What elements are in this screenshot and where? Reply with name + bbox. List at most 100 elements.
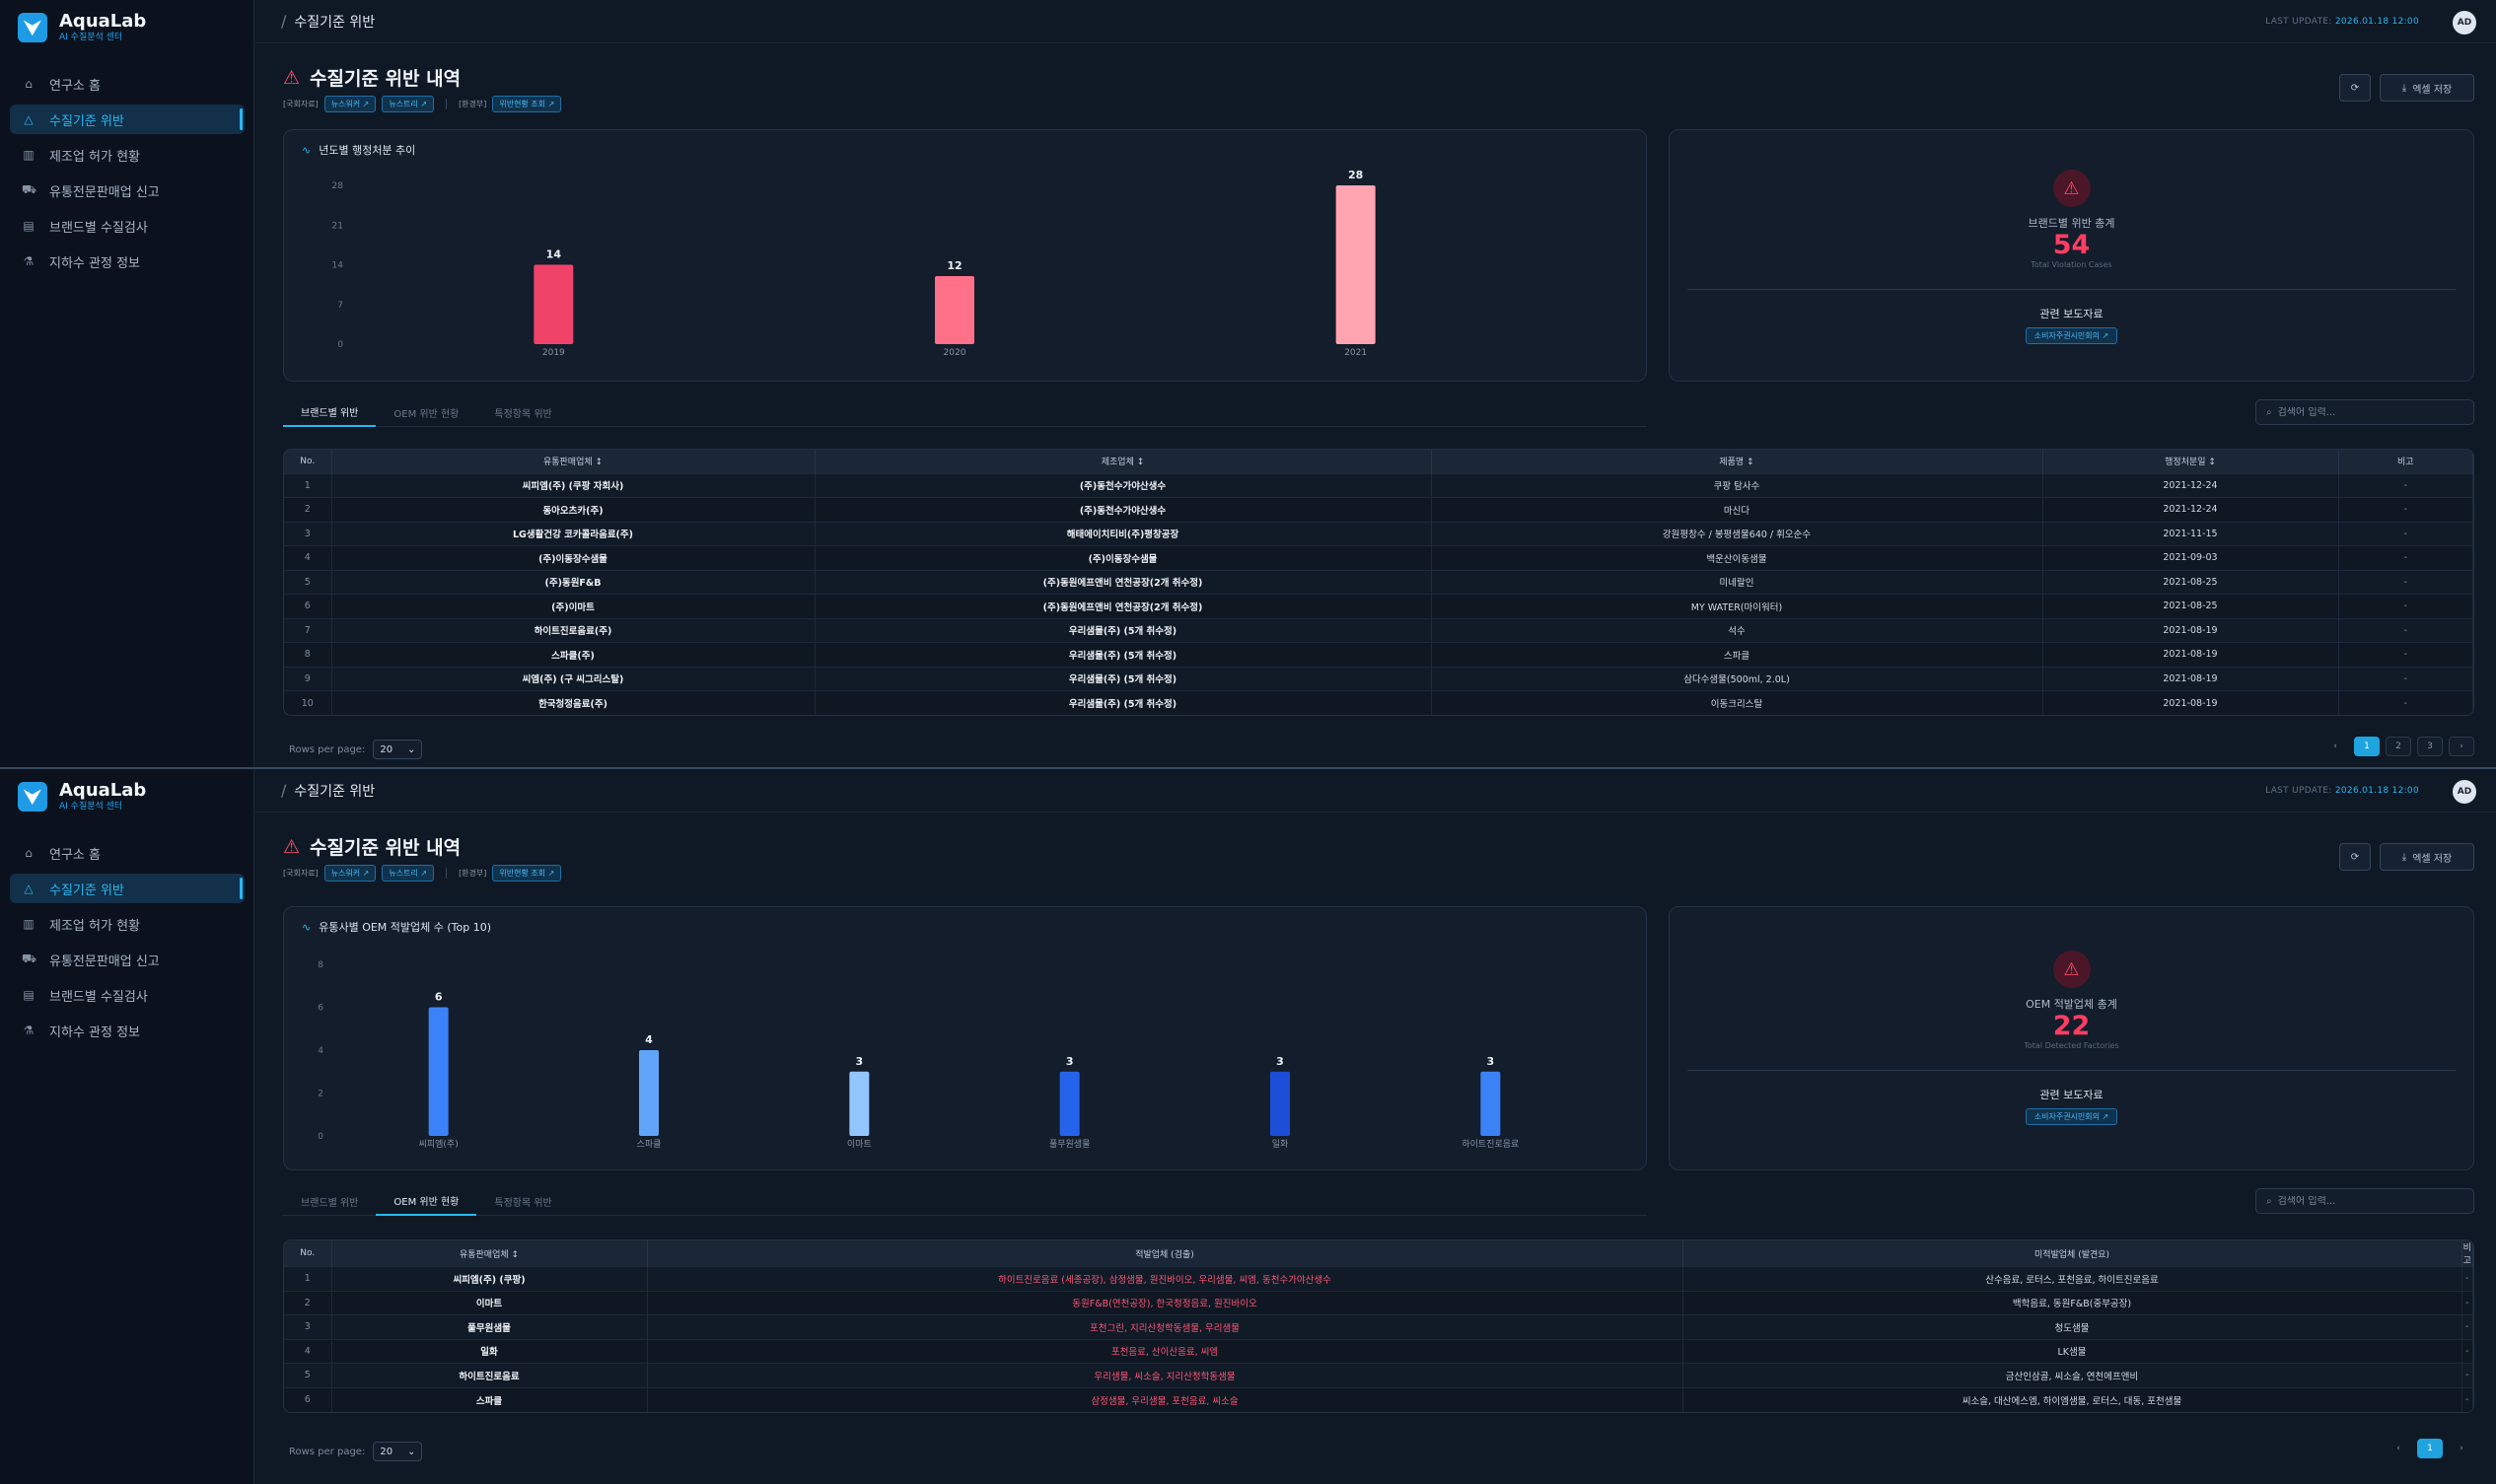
column-header-product[interactable]: 제품명 ↕ xyxy=(1431,450,2043,473)
table-row[interactable]: 3 풀무원샘물 포천그린, 지리산청학동샘물, 우리샘물 청도샘물 - xyxy=(284,1314,2473,1339)
building-icon: ▥ xyxy=(23,917,35,931)
page-button-3[interactable]: 3 xyxy=(2417,737,2443,756)
table-cell: 포천음료, 산이산음료, 씨엠 xyxy=(647,1338,1683,1364)
source-tag-newsworker[interactable]: 뉴스워커 ↗ xyxy=(323,96,377,112)
table-cell: LK샘물 xyxy=(1682,1338,2462,1364)
sidebar: ⮟ AquaLab AI 수질분석 센터 ⌂ 연구소 홈 △ 수질기준 위반 ▥ 제조… xyxy=(0,769,254,1484)
tab-specific-violations[interactable]: 특정항목 위반 xyxy=(494,1197,552,1209)
sidebar-item-manufacture-permits[interactable]: ▥ 제조업 허가 현황 xyxy=(10,140,245,170)
app-logo[interactable]: ⮟ AquaLab AI 수질분석 센터 xyxy=(18,777,146,816)
source-tag-newstree[interactable]: 뉴스트리 ↗ xyxy=(382,865,435,882)
table-cell: 금산인삼골, 씨소슬, 연천에프앤비 xyxy=(1682,1363,2462,1387)
page-button-2[interactable]: 2 xyxy=(2386,737,2411,756)
table-cell: 하이트진로음료 xyxy=(331,1363,648,1387)
source-row: [국회자료] 뉴스워커 ↗ 뉴스트리 ↗ [환경부] 위반현황 조회 ↗ xyxy=(283,865,562,882)
table-row[interactable]: 2 동아오츠카(주) (주)동천수가야산생수 마신다 2021-12-24- xyxy=(284,497,2473,522)
press-link[interactable]: 소비자주권시민회의 ↗ xyxy=(2025,327,2118,344)
table-cell: 10 xyxy=(284,690,332,715)
table-row[interactable]: 6 (주)이마트 (주)동원에프앤비 연천공장(2개 취수정) MY WATER(마이… xyxy=(284,594,2473,618)
sidebar-item-distribution[interactable]: ⛟ 유통전문판매업 신고 xyxy=(10,945,245,974)
table-row[interactable]: 7 하이트진로음료(주) 우리샘물(주) (5개 취수정) 석수 2021-08-19- xyxy=(284,617,2473,643)
column-header-distributor[interactable]: 유통판매업체 ↕ xyxy=(331,450,816,473)
app-logo[interactable]: ⮟ AquaLab AI 수질분석 센터 xyxy=(18,8,146,47)
sidebar-item-label: 연구소 홈 xyxy=(49,847,101,863)
table-cell: - xyxy=(2461,1314,2473,1339)
column-header-distributor[interactable]: 유통판매업체 ↕ xyxy=(331,1240,648,1267)
sidebar-item-brand-tests[interactable]: ▤ 브랜드별 수질검사 xyxy=(10,211,245,241)
source-tag-newsworker[interactable]: 뉴스워커 ↗ xyxy=(323,865,377,882)
sidebar-item-violations[interactable]: △ 수질기준 위반 xyxy=(10,105,245,134)
table-cell: - xyxy=(2461,1338,2473,1364)
column-header-date[interactable]: 행정처분일 ↕ xyxy=(2042,450,2339,473)
rows-per-page-select[interactable]: 20 ⌄ xyxy=(373,1442,423,1461)
sidebar-item-violations[interactable]: △ 수질기준 위반 xyxy=(10,874,245,903)
table-cell: 석수 xyxy=(1431,617,2043,643)
table-cell: 4 xyxy=(284,545,332,570)
table-row[interactable]: 3 LG생활건강 코카콜라음료(주) 해태에이치티비(주)평창공장 강원평창수 / 봉… xyxy=(284,521,2473,546)
avatar[interactable]: AD xyxy=(2453,780,2476,804)
table-cell: 강원평창수 / 봉평샘물640 / 휘오순수 xyxy=(1431,521,2043,546)
table-row[interactable]: 8 스파클(주) 우리샘물(주) (5개 취수정) 스파클 2021-08-19- xyxy=(284,642,2473,667)
pagination: ‹ 1 › xyxy=(2386,1439,2474,1458)
page-button-1[interactable]: 1 xyxy=(2354,737,2380,756)
excel-save-button[interactable]: ⤓ 엑셀 저장 xyxy=(2380,74,2474,102)
table-row[interactable]: 1 씨피엠(주) (쿠팡) 하이트진로음료 (세종공장), 삼정샘물, 원진바이오,… xyxy=(284,1266,2473,1291)
table-cell: 3 xyxy=(284,1314,332,1339)
next-page-button[interactable]: › xyxy=(2460,1444,2463,1453)
table-row[interactable]: 6 스파클 삼정샘물, 우리샘물, 포천음료, 씨소슬 씨소슬, 대산에스엠, 하이엠… xyxy=(284,1386,2473,1412)
x-tick-label: 이마트 xyxy=(847,1139,872,1150)
table-row[interactable]: 9 씨엠(주) (구 씨그리스탈) 우리샘물(주) (5개 취수정) 삼다수샘물(50… xyxy=(284,666,2473,691)
sidebar-item-label: 제조업 허가 현황 xyxy=(49,149,140,165)
sidebar-item-label: 브랜드별 수질검사 xyxy=(49,220,148,236)
table-cell: 해태에이치티비(주)평창공장 xyxy=(815,521,1432,546)
data-label: 3 xyxy=(1066,1055,1074,1068)
home-icon: ⌂ xyxy=(25,846,33,860)
y-tick-label: 4 xyxy=(318,1046,323,1056)
tab-specific-violations[interactable]: 특정항목 위반 xyxy=(494,408,552,420)
table-row[interactable]: 2 이마트 동원F&B(연천공장), 한국청정음료, 원진바이오 백학음료, 동원F&… xyxy=(284,1290,2473,1315)
table-row[interactable]: 5 (주)동원F&B (주)동원에프앤비 연천공장(2개 취수정) 미네랄인 2021-… xyxy=(284,569,2473,595)
refresh-button[interactable]: ⟳ xyxy=(2339,74,2371,102)
search-input[interactable] xyxy=(2277,406,2446,418)
table-row[interactable]: 4 일화 포천음료, 산이산음료, 씨엠 LK샘물 - xyxy=(284,1338,2473,1364)
table-row[interactable]: 5 하이트진로음료 우리샘물, 씨소슬, 지리산청학동샘물 금산인삼골, 씨소슬, 연… xyxy=(284,1363,2473,1387)
sidebar-item-groundwater[interactable]: ⚗ 지하수 관정 정보 xyxy=(10,247,245,276)
table-cell: 한국청정음료(주) xyxy=(331,690,816,715)
tab-oem-violations[interactable]: OEM 위반 현황 xyxy=(393,408,460,420)
table-row[interactable]: 10 한국청정음료(주) 우리샘물(주) (5개 취수정) 이동크리스탈 2021-08… xyxy=(284,690,2473,715)
bar xyxy=(1335,185,1376,344)
prev-page-button[interactable]: ‹ xyxy=(2396,1444,2400,1453)
column-header-manufacturer[interactable]: 제조업체 ↕ xyxy=(815,450,1432,473)
source-tag-newstree[interactable]: 뉴스트리 ↗ xyxy=(382,96,435,112)
sidebar-item-home[interactable]: ⌂ 연구소 홈 xyxy=(10,69,245,99)
tab-oem-violations[interactable]: OEM 위반 현황 xyxy=(376,1186,477,1216)
tab-brand-violations[interactable]: 브랜드별 위반 xyxy=(301,1197,359,1209)
rows-per-page-select[interactable]: 20 ⌄ xyxy=(373,740,423,759)
sidebar-item-brand-tests[interactable]: ▤ 브랜드별 수질검사 xyxy=(10,980,245,1010)
sidebar-item-home[interactable]: ⌂ 연구소 홈 xyxy=(10,838,245,868)
tab-brand-violations[interactable]: 브랜드별 위반 xyxy=(283,397,377,427)
table-row[interactable]: 4 (주)이동장수샘물 (주)이동장수샘물 백운산이동샘물 2021-09-03- xyxy=(284,545,2473,570)
table-cell: 백운산이동샘물 xyxy=(1431,545,2043,570)
prev-page-button[interactable]: ‹ xyxy=(2333,742,2337,751)
search-input[interactable] xyxy=(2277,1195,2446,1207)
table-cell: 이동크리스탈 xyxy=(1431,690,2043,715)
source-tag-violation-lookup[interactable]: 위반현황 조회 ↗ xyxy=(492,865,562,882)
x-tick-label: 하이트진로음료 xyxy=(1462,1139,1519,1150)
page-button-1[interactable]: 1 xyxy=(2417,1439,2443,1458)
table-cell: 6 xyxy=(284,594,332,618)
sidebar-item-distribution[interactable]: ⛟ 유통전문판매업 신고 xyxy=(10,176,245,205)
sidebar-item-manufacture-permits[interactable]: ▥ 제조업 허가 현황 xyxy=(10,909,245,939)
table-row[interactable]: 1 씨피엠(주) (쿠팡 자회사) (주)동천수가야산생수 쿠팡 탐사수 2021-12… xyxy=(284,472,2473,498)
refresh-button[interactable]: ⟳ xyxy=(2339,843,2371,871)
app-name: AquaLab xyxy=(59,780,147,801)
next-page-button[interactable]: › xyxy=(2449,737,2474,756)
press-link[interactable]: 소비자주권시민회의 ↗ xyxy=(2025,1108,2118,1125)
stats-card-oem: ⚠ OEM 적발업체 총계 22 Total Detected Factorie… xyxy=(1669,906,2474,1170)
excel-save-button[interactable]: ⤓ 엑셀 저장 xyxy=(2380,843,2474,871)
sidebar-item-groundwater[interactable]: ⚗ 지하수 관정 정보 xyxy=(10,1016,245,1045)
alert-triangle-icon: ⚠ xyxy=(2052,951,2091,988)
avatar[interactable]: AD xyxy=(2453,11,2476,35)
source-tag-violation-lookup[interactable]: 위반현황 조회 ↗ xyxy=(492,96,562,112)
bar xyxy=(534,264,574,344)
